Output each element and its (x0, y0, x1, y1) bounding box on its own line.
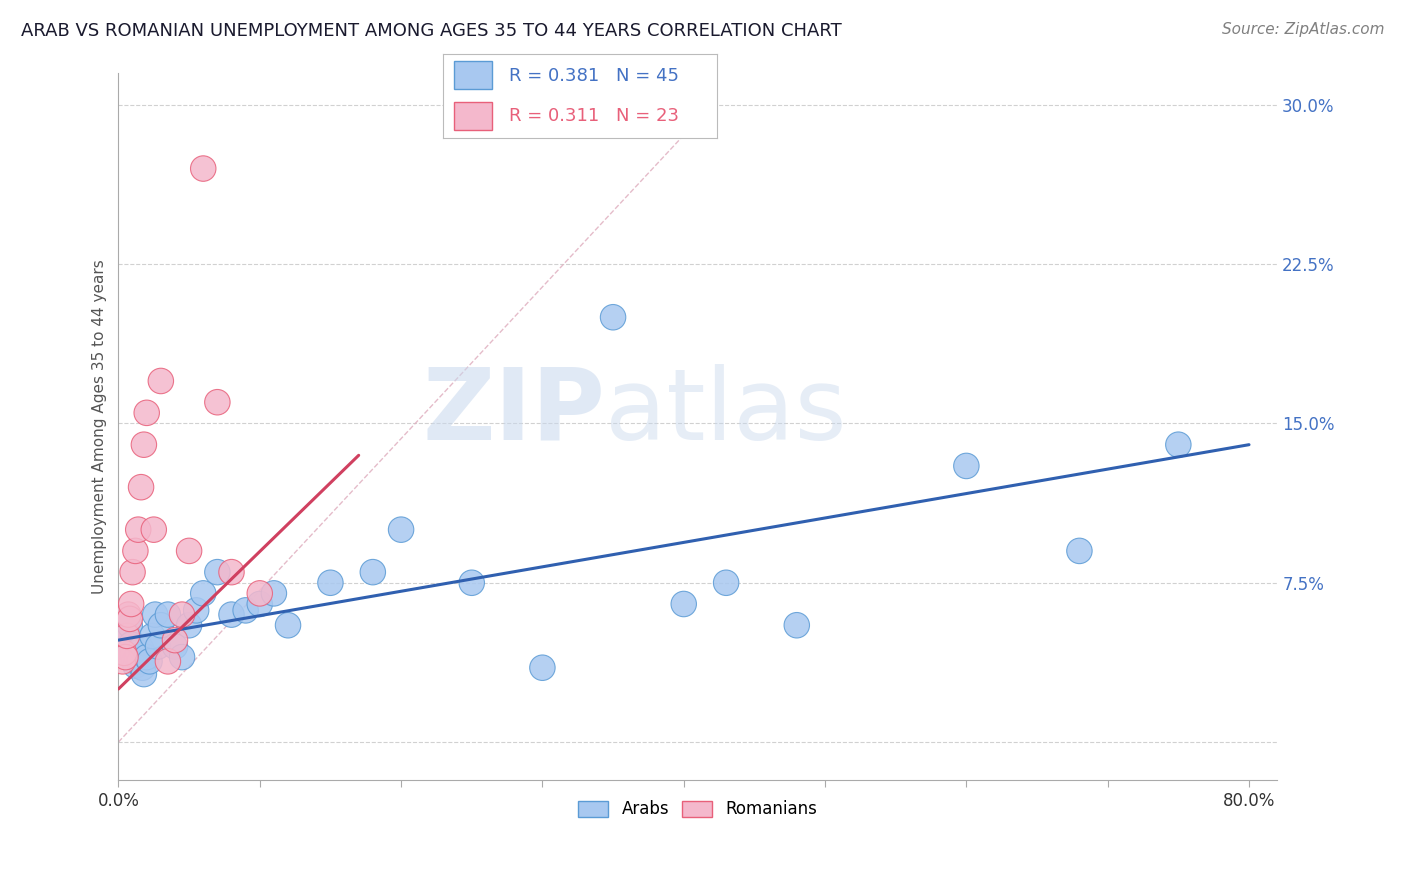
Ellipse shape (117, 613, 142, 638)
Ellipse shape (112, 619, 138, 644)
Ellipse shape (118, 591, 143, 616)
Ellipse shape (191, 581, 217, 607)
Ellipse shape (247, 591, 273, 616)
Text: N = 23: N = 23 (616, 107, 679, 125)
Ellipse shape (112, 644, 138, 670)
Ellipse shape (114, 636, 139, 661)
Ellipse shape (1067, 538, 1092, 564)
Ellipse shape (183, 598, 209, 624)
Ellipse shape (169, 644, 195, 670)
Ellipse shape (131, 661, 156, 687)
Ellipse shape (131, 432, 156, 458)
Ellipse shape (115, 602, 141, 627)
Ellipse shape (110, 648, 135, 674)
Ellipse shape (360, 559, 385, 585)
Ellipse shape (388, 516, 413, 542)
Ellipse shape (129, 655, 155, 681)
Ellipse shape (141, 516, 166, 542)
Ellipse shape (169, 602, 195, 627)
Ellipse shape (121, 648, 146, 674)
Ellipse shape (115, 624, 141, 648)
Ellipse shape (120, 640, 145, 665)
Ellipse shape (162, 633, 187, 659)
Ellipse shape (127, 648, 152, 674)
Text: N = 45: N = 45 (616, 67, 679, 85)
Ellipse shape (785, 613, 810, 638)
Ellipse shape (458, 570, 485, 596)
Ellipse shape (530, 655, 555, 681)
Ellipse shape (128, 475, 153, 500)
Ellipse shape (155, 602, 180, 627)
Ellipse shape (600, 304, 626, 330)
Ellipse shape (111, 640, 136, 665)
Ellipse shape (122, 538, 148, 564)
Ellipse shape (134, 401, 159, 425)
Text: ARAB VS ROMANIAN UNEMPLOYMENT AMONG AGES 35 TO 44 YEARS CORRELATION CHART: ARAB VS ROMANIAN UNEMPLOYMENT AMONG AGES… (21, 22, 842, 40)
Ellipse shape (148, 368, 173, 393)
Ellipse shape (148, 613, 173, 638)
Text: R = 0.381: R = 0.381 (509, 67, 599, 85)
Ellipse shape (191, 156, 217, 181)
Ellipse shape (125, 516, 150, 542)
Ellipse shape (219, 559, 245, 585)
Ellipse shape (219, 602, 245, 627)
Ellipse shape (111, 627, 136, 653)
Text: ZIP: ZIP (422, 364, 605, 461)
Ellipse shape (142, 602, 167, 627)
Ellipse shape (953, 453, 979, 479)
Ellipse shape (205, 390, 231, 415)
FancyBboxPatch shape (454, 62, 492, 89)
Ellipse shape (125, 640, 150, 665)
Ellipse shape (139, 624, 165, 648)
Text: R = 0.311: R = 0.311 (509, 107, 599, 125)
Ellipse shape (114, 624, 139, 648)
Ellipse shape (247, 581, 273, 607)
Ellipse shape (117, 607, 142, 632)
Ellipse shape (1166, 432, 1191, 458)
Ellipse shape (145, 633, 170, 659)
Legend: Arabs, Romanians: Arabs, Romanians (571, 794, 824, 825)
Ellipse shape (318, 570, 343, 596)
Y-axis label: Unemployment Among Ages 35 to 44 years: Unemployment Among Ages 35 to 44 years (93, 260, 107, 594)
Ellipse shape (128, 636, 153, 661)
Text: atlas: atlas (605, 364, 846, 461)
Text: Source: ZipAtlas.com: Source: ZipAtlas.com (1222, 22, 1385, 37)
Ellipse shape (124, 644, 149, 670)
Ellipse shape (233, 598, 259, 624)
FancyBboxPatch shape (454, 102, 492, 130)
Ellipse shape (276, 613, 301, 638)
Ellipse shape (176, 538, 202, 564)
Ellipse shape (162, 627, 187, 653)
Ellipse shape (118, 632, 143, 657)
Ellipse shape (262, 581, 287, 607)
Ellipse shape (176, 613, 202, 638)
Ellipse shape (155, 648, 180, 674)
Ellipse shape (205, 559, 231, 585)
Ellipse shape (120, 559, 145, 585)
Ellipse shape (134, 644, 159, 670)
Ellipse shape (122, 653, 148, 678)
Ellipse shape (136, 648, 162, 674)
Ellipse shape (713, 570, 738, 596)
Ellipse shape (671, 591, 696, 616)
